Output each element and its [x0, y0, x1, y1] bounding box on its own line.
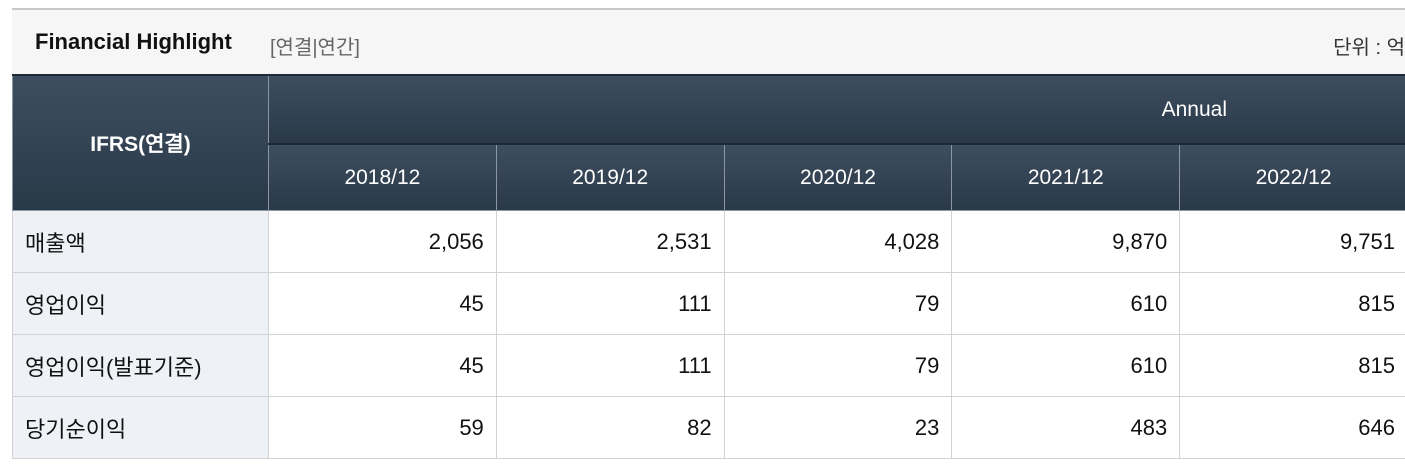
header-bar: Financial Highlight [연결|연간] 단위 : 억	[12, 8, 1405, 74]
unit: 단위 : 억	[1333, 37, 1405, 59]
cell-value: 815	[1179, 334, 1405, 397]
row-label: 당기순이익	[12, 396, 269, 459]
cell-value: 646	[1179, 396, 1405, 459]
column-header: 2019/12	[495, 143, 725, 211]
column-header: 2021/12	[951, 143, 1181, 211]
column-header: 2020/12	[723, 143, 953, 211]
cell-value: 2,056	[268, 210, 497, 273]
cell-value: 9,751	[1179, 210, 1405, 273]
group-header: Annual	[268, 74, 1405, 145]
cell-value: 815	[1179, 272, 1405, 335]
cell-value: 483	[951, 396, 1181, 459]
cell-value: 111	[495, 334, 725, 397]
corner-header: IFRS(연결)	[12, 74, 269, 211]
cell-value: 45	[268, 272, 497, 335]
cell-value: 23	[723, 396, 953, 459]
column-header: 2018/12	[268, 143, 497, 211]
table-row: 당기순이익 59 82 23 483 646	[12, 396, 1405, 459]
cell-value: 4,028	[723, 210, 953, 273]
cell-value: 610	[951, 334, 1181, 397]
row-label: 영업이익	[12, 272, 269, 335]
cell-value: 82	[495, 396, 725, 459]
header-row: IFRS(연결) Annual	[12, 74, 1405, 211]
row-label: 영업이익(발표기준)	[12, 334, 269, 397]
cell-value: 2,531	[495, 210, 725, 273]
cell-value: 111	[495, 272, 725, 335]
cell-value: 610	[951, 272, 1181, 335]
row-label: 매출액	[12, 210, 269, 273]
cell-value: 79	[723, 272, 953, 335]
cell-value: 79	[723, 334, 953, 397]
financial-table: IFRS(연결) Annual 2018/12 2019/12 2020/12 202…	[12, 74, 1405, 459]
subtitle[interactable]: [연결|연간]	[270, 37, 360, 59]
title: Financial Highlight	[35, 29, 232, 54]
column-header: 2022/12	[1179, 143, 1405, 211]
table-row: 영업이익(발표기준) 45 111 79 610 815	[12, 334, 1405, 397]
cell-value: 59	[268, 396, 497, 459]
cell-value: 45	[268, 334, 497, 397]
table-row: 매출액 2,056 2,531 4,028 9,870 9,751	[12, 210, 1405, 273]
cell-value: 9,870	[951, 210, 1181, 273]
header-row: 2018/12 2019/12 2020/12 2021/12 2022/12	[13, 143, 1405, 211]
table-body: 매출액 2,056 2,531 4,028 9,870 9,751 영업이익 45 111 79 6…	[12, 210, 1405, 459]
table-row: 영업이익 45 111 79 610 815	[12, 272, 1405, 335]
